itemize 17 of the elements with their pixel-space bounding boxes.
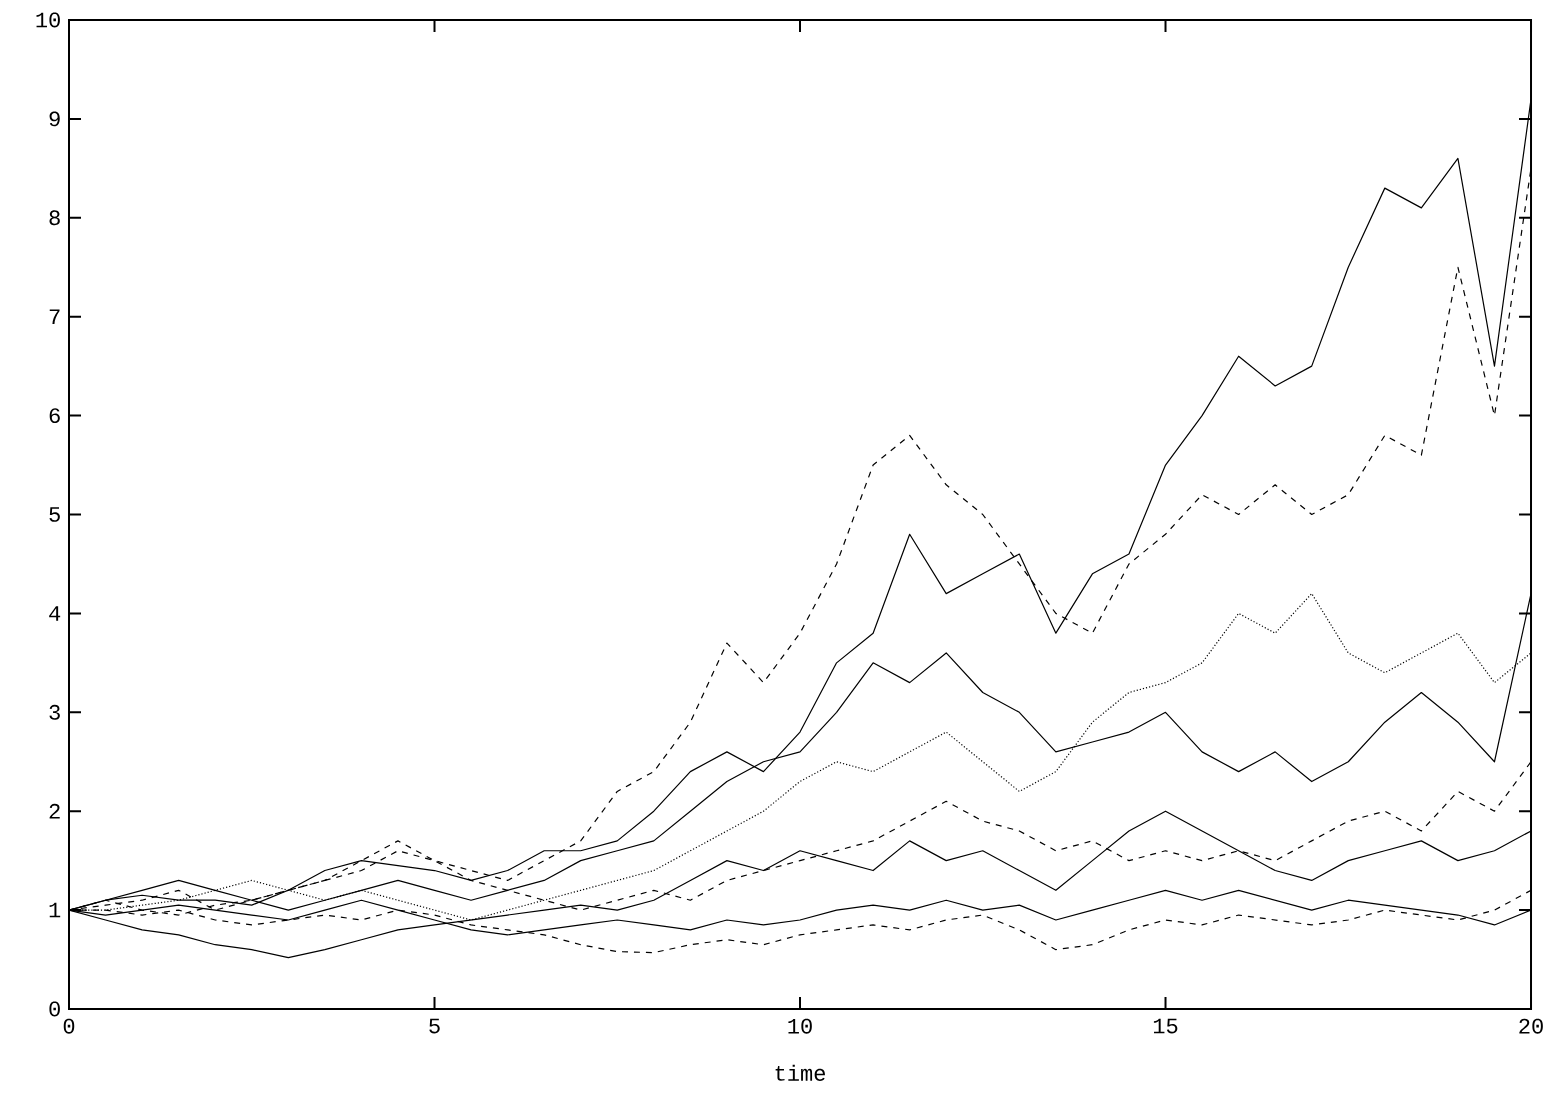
y-tick-label: 5	[49, 507, 60, 522]
y-tick-label: 2	[49, 803, 60, 819]
y-tick-label: 1	[49, 902, 61, 918]
y-tick-label: 8	[49, 210, 60, 226]
x-tick-label: 15	[1153, 1018, 1178, 1034]
y-tick-label: 9	[49, 111, 60, 127]
y-tick-label: 6	[49, 408, 60, 424]
x-tick-label: 10	[788, 1018, 812, 1034]
y-tick-label: 3	[49, 704, 60, 720]
x-tick-label: 0	[63, 1018, 75, 1034]
y-tick-label: 7	[49, 309, 60, 324]
x-tick-label: 20	[1519, 1018, 1543, 1034]
x-tick-label: 5	[429, 1018, 440, 1034]
y-tick-label: 4	[49, 606, 61, 621]
y-tick-label: 10	[36, 12, 60, 28]
x-axis-title: time	[775, 1064, 825, 1081]
y-tick-label: 0	[49, 1001, 60, 1017]
